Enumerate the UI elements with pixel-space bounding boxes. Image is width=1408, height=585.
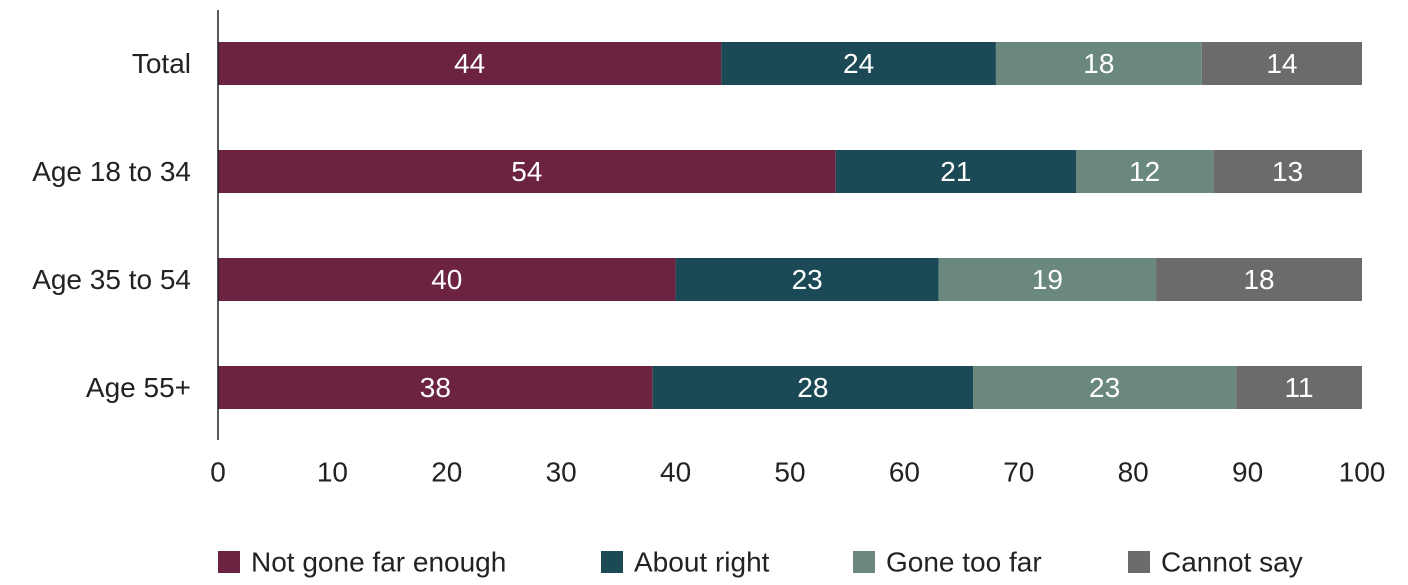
bar-value-label: 54 xyxy=(511,156,542,187)
bar-age-55-cannot-say xyxy=(1236,366,1362,409)
bar-value-label: 12 xyxy=(1129,156,1160,187)
bar-age-35-to-54-not-gone-far-enough xyxy=(218,258,676,301)
legend-label: Gone too far xyxy=(886,547,1042,578)
legend-label: About right xyxy=(634,547,770,578)
category-label: Total xyxy=(132,48,191,79)
legend-swatch xyxy=(853,551,875,573)
legend-swatch xyxy=(601,551,623,573)
bars-layer: 44 24 18 14 54 21 12 13 40 23 19 18 38 28 23 11 xyxy=(218,42,1362,409)
bar-age-55-about-right xyxy=(652,366,974,409)
bar-value-label: 28 xyxy=(797,372,828,403)
x-tick-label: 0 xyxy=(210,457,226,488)
bar-age-18-to-34-cannot-say xyxy=(1213,150,1362,193)
bar-age-35-to-54-cannot-say xyxy=(1156,258,1362,301)
bar-value-label: 24 xyxy=(843,48,874,79)
bar-value-label: 23 xyxy=(1089,372,1120,403)
bar-value-label: 44 xyxy=(454,48,485,79)
bar-age-18-to-34-about-right xyxy=(835,150,1076,193)
bar-value-label: 21 xyxy=(940,156,971,187)
bar-value-label: 40 xyxy=(431,264,462,295)
x-tick-label: 50 xyxy=(774,457,805,488)
bar-age-55-gone-too-far xyxy=(973,366,1237,409)
legend-label: Cannot say xyxy=(1161,547,1303,578)
legend-item-gone-too-far: Gone too far xyxy=(853,547,1042,578)
bar-total-gone-too-far xyxy=(995,42,1202,85)
legend: Not gone far enough About right Gone too f… xyxy=(218,547,1303,578)
legend-label: Not gone far enough xyxy=(251,547,506,578)
x-tick-label: 70 xyxy=(1003,457,1034,488)
legend-swatch xyxy=(218,551,240,573)
x-tick-label: 100 xyxy=(1339,457,1386,488)
category-label: Age 55+ xyxy=(86,372,191,403)
bar-value-label: 14 xyxy=(1266,48,1297,79)
bar-age-55-not-gone-far-enough xyxy=(218,366,653,409)
x-tick-label: 20 xyxy=(431,457,462,488)
x-tick-label: 40 xyxy=(660,457,691,488)
x-tick-label: 80 xyxy=(1118,457,1149,488)
bar-age-35-to-54-gone-too-far xyxy=(938,258,1157,301)
bar-value-label: 11 xyxy=(1285,372,1314,403)
bar-total-about-right xyxy=(721,42,996,85)
bar-value-label: 23 xyxy=(792,264,823,295)
bar-value-label: 18 xyxy=(1243,264,1274,295)
legend-item-about-right: About right xyxy=(601,547,770,578)
bar-value-label: 13 xyxy=(1272,156,1303,187)
bar-total-not-gone-far-enough xyxy=(218,42,722,85)
x-tick-label: 10 xyxy=(317,457,348,488)
category-label: Age 18 to 34 xyxy=(32,156,191,187)
bar-age-18-to-34-not-gone-far-enough xyxy=(218,150,836,193)
legend-item-cannot-say: Cannot say xyxy=(1128,547,1303,578)
legend-item-not-gone-far-enough: Not gone far enough xyxy=(218,547,506,578)
x-tick-label: 90 xyxy=(1232,457,1263,488)
legend-swatch xyxy=(1128,551,1150,573)
bar-value-label: 38 xyxy=(420,372,451,403)
category-label: Age 35 to 54 xyxy=(32,264,191,295)
bar-age-18-to-34-gone-too-far xyxy=(1076,150,1214,193)
bar-total-cannot-say xyxy=(1201,42,1362,85)
x-tick-label: 60 xyxy=(889,457,920,488)
axis-layer: Total Age 18 to 34 Age 35 to 54 Age 55+ 0 10 2… xyxy=(32,10,1385,488)
bar-value-label: 18 xyxy=(1083,48,1114,79)
bar-age-35-to-54-about-right xyxy=(675,258,939,301)
bar-value-label: 19 xyxy=(1032,264,1063,295)
x-tick-label: 30 xyxy=(546,457,577,488)
